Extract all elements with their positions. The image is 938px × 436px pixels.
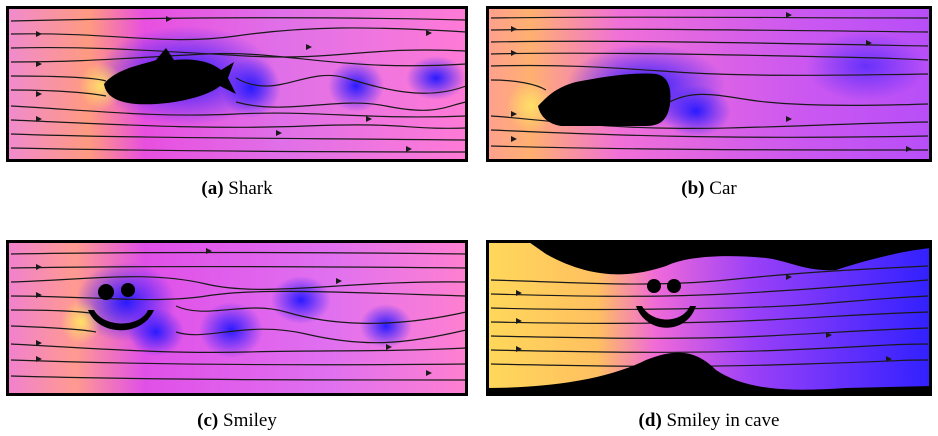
panel-frame [6, 240, 468, 396]
panel-smiley [6, 240, 468, 396]
caption-label: (a) [201, 178, 224, 199]
caption-text: Smiley [223, 410, 277, 431]
streamlines [10, 251, 467, 381]
flow-arrows [516, 274, 892, 362]
caption-text: Car [709, 178, 737, 199]
smiley-cave-flow-field [486, 240, 932, 396]
panel-frame [486, 240, 932, 396]
smiley-flow-field [6, 240, 468, 396]
car-flow-field [486, 6, 932, 162]
panel-frame [486, 6, 932, 162]
cave-ceiling [486, 240, 932, 275]
panel-car [486, 6, 932, 162]
flow-arrows [36, 16, 432, 152]
streamlines [490, 16, 929, 151]
cave-floor [486, 352, 932, 396]
caption-smiley: (c) Smiley [6, 410, 468, 432]
caption-label: (b) [681, 178, 705, 199]
caption-text: Shark [228, 178, 273, 199]
flow-arrows [36, 248, 432, 376]
caption-label: (c) [197, 410, 219, 431]
car-obstacle [538, 73, 671, 126]
shark-flow-field [6, 6, 468, 162]
streamlines [10, 17, 467, 153]
panel-frame [6, 6, 468, 162]
smiley-obstacle [88, 283, 154, 331]
flow-arrows [511, 12, 912, 152]
smiley-obstacle [636, 279, 696, 328]
caption-label: (d) [638, 410, 662, 431]
panel-smiley-in-cave [486, 240, 932, 396]
panel-shark [6, 6, 468, 162]
streamlines [490, 265, 929, 367]
caption-car: (b) Car [486, 178, 932, 200]
caption-shark: (a) Shark [6, 178, 468, 200]
shark-obstacle [104, 48, 236, 105]
caption-text: Smiley in cave [666, 410, 780, 431]
caption-smiley-in-cave: (d) Smiley in cave [486, 410, 932, 432]
